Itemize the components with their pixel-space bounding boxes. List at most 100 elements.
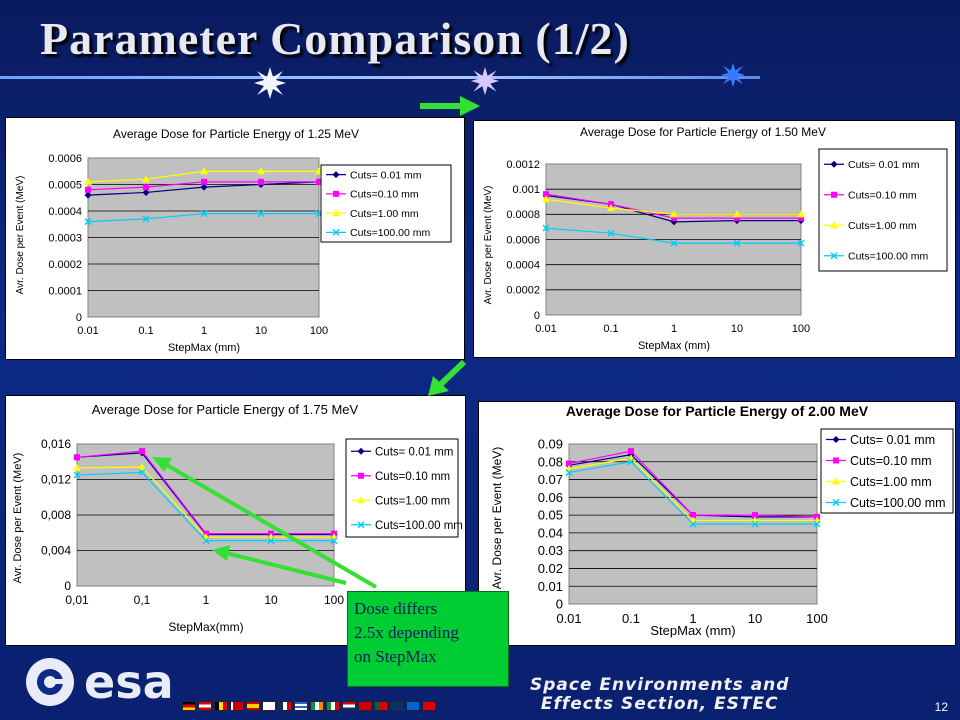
data-point (143, 184, 149, 191)
legend-marker (333, 190, 339, 197)
legend-marker (832, 477, 840, 485)
legend-marker (332, 228, 340, 236)
page-number: 12 (934, 700, 948, 714)
chart-1-svg: 0 0.0001 0.0002 0.0003 0.0004 0.0005 0.0006 0.0… (15, 127, 452, 354)
data-point (142, 175, 150, 183)
legend-entry: Cuts=1.00 mm (350, 208, 419, 220)
flag-icon (422, 701, 436, 711)
legend-marker (830, 221, 838, 229)
legend-marker (332, 171, 340, 179)
flag-icon (342, 701, 356, 711)
flag-icon (374, 701, 388, 711)
legend-marker (332, 209, 340, 217)
data-point (607, 204, 615, 212)
data-point (138, 468, 146, 476)
footer-org-text: Space Environments and Effects Section, … (530, 676, 789, 714)
legend-marker (830, 252, 838, 260)
y-tick-label: 0.001 (512, 184, 540, 196)
flag-icon (182, 701, 196, 711)
y-tick-label: 0.0004 (48, 206, 82, 218)
chart-title: Average Dose for Particle Energy of 2.00… (566, 403, 869, 419)
title-underline (0, 76, 760, 79)
x-tick-label: 1 (671, 323, 677, 335)
legend: Cuts= 0.01 mm Cuts=0.10 mm Cuts=1.00 mm Cut… (320, 164, 452, 243)
data-point (628, 448, 634, 455)
x-tick-label: 0.01 (556, 611, 581, 626)
data-point (797, 239, 805, 247)
x-tick-label: 0.1 (603, 323, 618, 335)
annotation-callout: Dose differs 2.5x depending on StepMax (347, 591, 509, 687)
chart-title: Average Dose for Particle Energy of 1.25… (113, 127, 359, 141)
y-tick-label: 0 (556, 597, 563, 612)
data-point (542, 195, 550, 203)
x-tick-label: 100 (792, 323, 810, 335)
y-tick-label: 0.07 (538, 472, 563, 487)
flag-icon (358, 701, 372, 711)
legend: Cuts= 0.01 mm Cuts=0.10 mm Cuts=1.00 mm Cut… (820, 428, 954, 514)
starburst-icon (720, 62, 746, 88)
y-tick-label: 0,016 (41, 437, 71, 451)
y-tick-label: 0 (76, 312, 82, 324)
y-tick-label: 0.0006 (506, 234, 540, 246)
data-point (84, 191, 92, 199)
chart-2-svg: 0 0.0002 0.0004 0.0006 0.0008 0.001 0.0012 0.01… (483, 125, 948, 352)
data-point (258, 178, 264, 185)
y-axis-label: Avr. Dose per Event (MeV) (15, 176, 26, 295)
footer-line-1: Space Environments and (530, 675, 790, 695)
flag-icon (198, 701, 212, 711)
x-tick-label: 100 (310, 325, 328, 337)
data-point (84, 177, 92, 185)
chart-panel-4: 0 0.01 0.02 0.03 0.04 0.05 0.06 0.07 0.08 0.09 0.0… (478, 401, 956, 646)
x-axis-label: StepMax (mm) (168, 342, 240, 354)
legend-entry: Cuts= 0.01 mm (350, 169, 422, 181)
series-4 (565, 458, 821, 528)
x-axis-label: StepMax(mm) (168, 620, 243, 634)
data-point (316, 178, 322, 185)
legend-entry: Cuts=1.00 mm (848, 220, 917, 232)
starburst-icon (470, 66, 500, 96)
y-tick-label: 0.0006 (48, 153, 82, 165)
data-point (200, 210, 208, 218)
x-tick-label: 10 (255, 325, 267, 337)
y-tick-label: 0.02 (538, 561, 563, 576)
legend-entry: Cuts=100.00 mm (375, 520, 463, 532)
y-tick-label: 0.0003 (48, 232, 82, 244)
chart-title: Average Dose for Particle Energy of 1.50… (580, 125, 826, 139)
y-tick-label: 0.03 (538, 543, 563, 558)
footer-line-2: Effects Section, ESTEC (540, 694, 779, 714)
chart-4-svg: 00.010.020.030.040.050.060.070.080.090.0… (490, 403, 954, 638)
data-point (797, 210, 805, 218)
x-tick-label: 1 (201, 325, 207, 337)
flag-icon (310, 701, 324, 711)
series-3 (84, 167, 323, 185)
x-tick-label: 100 (806, 611, 828, 626)
data-point (257, 167, 265, 175)
data-point (73, 471, 81, 479)
data-point (690, 512, 696, 519)
data-point (201, 178, 207, 185)
y-tick-label: 0.04 (538, 525, 563, 540)
member-flags (182, 701, 436, 711)
callout-line-3: on StepMax (354, 647, 437, 666)
legend-entry: Cuts=0.10 mm (850, 454, 932, 468)
slide-title: Parameter Comparison (1/2) (40, 13, 630, 64)
data-point (142, 188, 150, 196)
x-tick-label: 10 (264, 593, 278, 607)
legend-entry: Cuts=100.00 mm (850, 496, 946, 510)
callout-line-2: 2.5x depending (354, 623, 459, 642)
chart-title: Average Dose for Particle Energy of 1.75… (92, 402, 359, 417)
legend-entry: Cuts=1.00 mm (375, 495, 450, 507)
legend: Cuts= 0.01 mm Cuts=0.10 mm Cuts=1.00 mm Cut… (818, 148, 948, 272)
x-tick-label: 1 (203, 593, 210, 607)
x-tick-label: 1 (689, 611, 696, 626)
data-point (85, 186, 91, 193)
y-tick-label: 0.05 (538, 508, 563, 523)
y-axis-label: Avr. Dose per Event (MeV) (12, 453, 24, 584)
legend-entry: Cuts=100.00 mm (848, 251, 929, 263)
x-tick-label: 10 (731, 323, 743, 335)
y-tick-label: 0.0008 (506, 209, 540, 221)
data-point (798, 215, 804, 222)
series-2 (85, 178, 322, 193)
starburst-icon (254, 67, 286, 99)
y-tick-label: 0 (534, 310, 540, 322)
